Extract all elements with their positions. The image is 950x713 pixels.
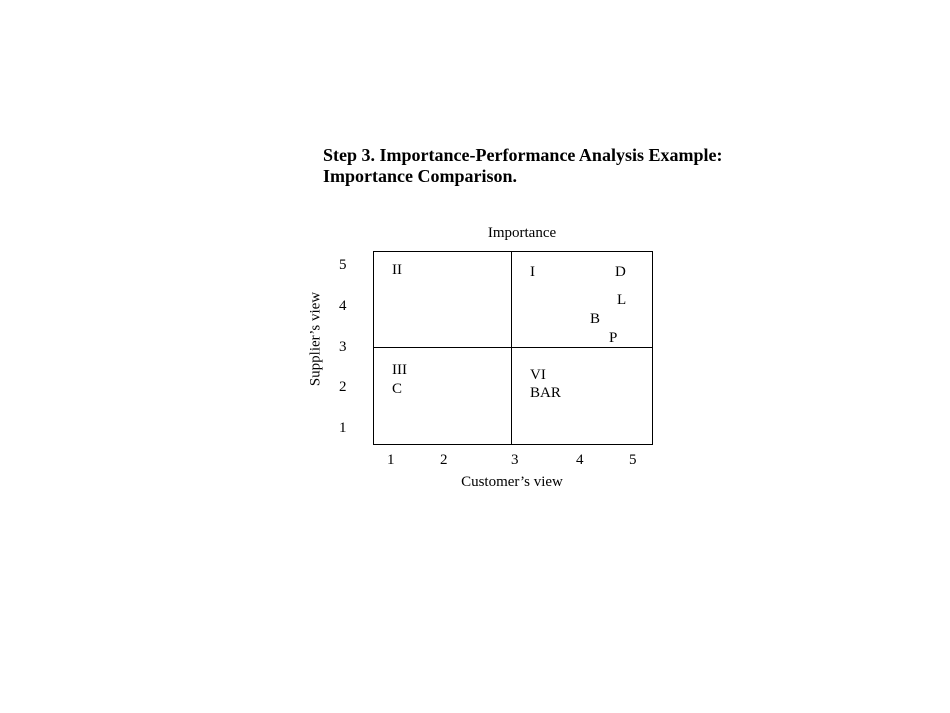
quadrant-label-iii: III	[392, 362, 407, 378]
x-tick-3: 3	[511, 452, 519, 468]
y-axis-label: Supplier’s view	[307, 291, 324, 387]
y-tick-1: 1	[339, 420, 347, 436]
quadrant-label-i: I	[530, 264, 535, 280]
y-tick-3: 3	[339, 339, 347, 355]
y-tick-5: 5	[339, 257, 347, 273]
x-tick-2: 2	[440, 452, 448, 468]
y-tick-2: 2	[339, 379, 347, 395]
vertical-divider	[511, 252, 512, 444]
point-label-c: C	[392, 381, 403, 397]
x-tick-5: 5	[629, 452, 637, 468]
horizontal-divider	[374, 347, 652, 348]
quadrant-label-vi: VI	[530, 367, 546, 383]
point-label-bar: BAR	[530, 385, 561, 401]
y-tick-4: 4	[339, 298, 347, 314]
quadrant-frame	[373, 251, 653, 445]
title-line-2: Importance Comparison.	[323, 166, 517, 186]
point-label-d: D	[615, 264, 626, 280]
point-label-p: P	[609, 330, 618, 346]
title-line-1: Step 3. Importance-Performance Analysis …	[323, 145, 723, 165]
diagram-top-label: Importance	[487, 225, 557, 241]
page-title: Step 3. Importance-Performance Analysis …	[323, 145, 722, 187]
x-tick-4: 4	[576, 452, 584, 468]
point-label-l: L	[617, 292, 627, 308]
x-tick-1: 1	[387, 452, 395, 468]
quadrant-label-ii: II	[392, 262, 402, 278]
point-label-b: B	[590, 311, 601, 327]
x-axis-label: Customer’s view	[461, 474, 563, 490]
